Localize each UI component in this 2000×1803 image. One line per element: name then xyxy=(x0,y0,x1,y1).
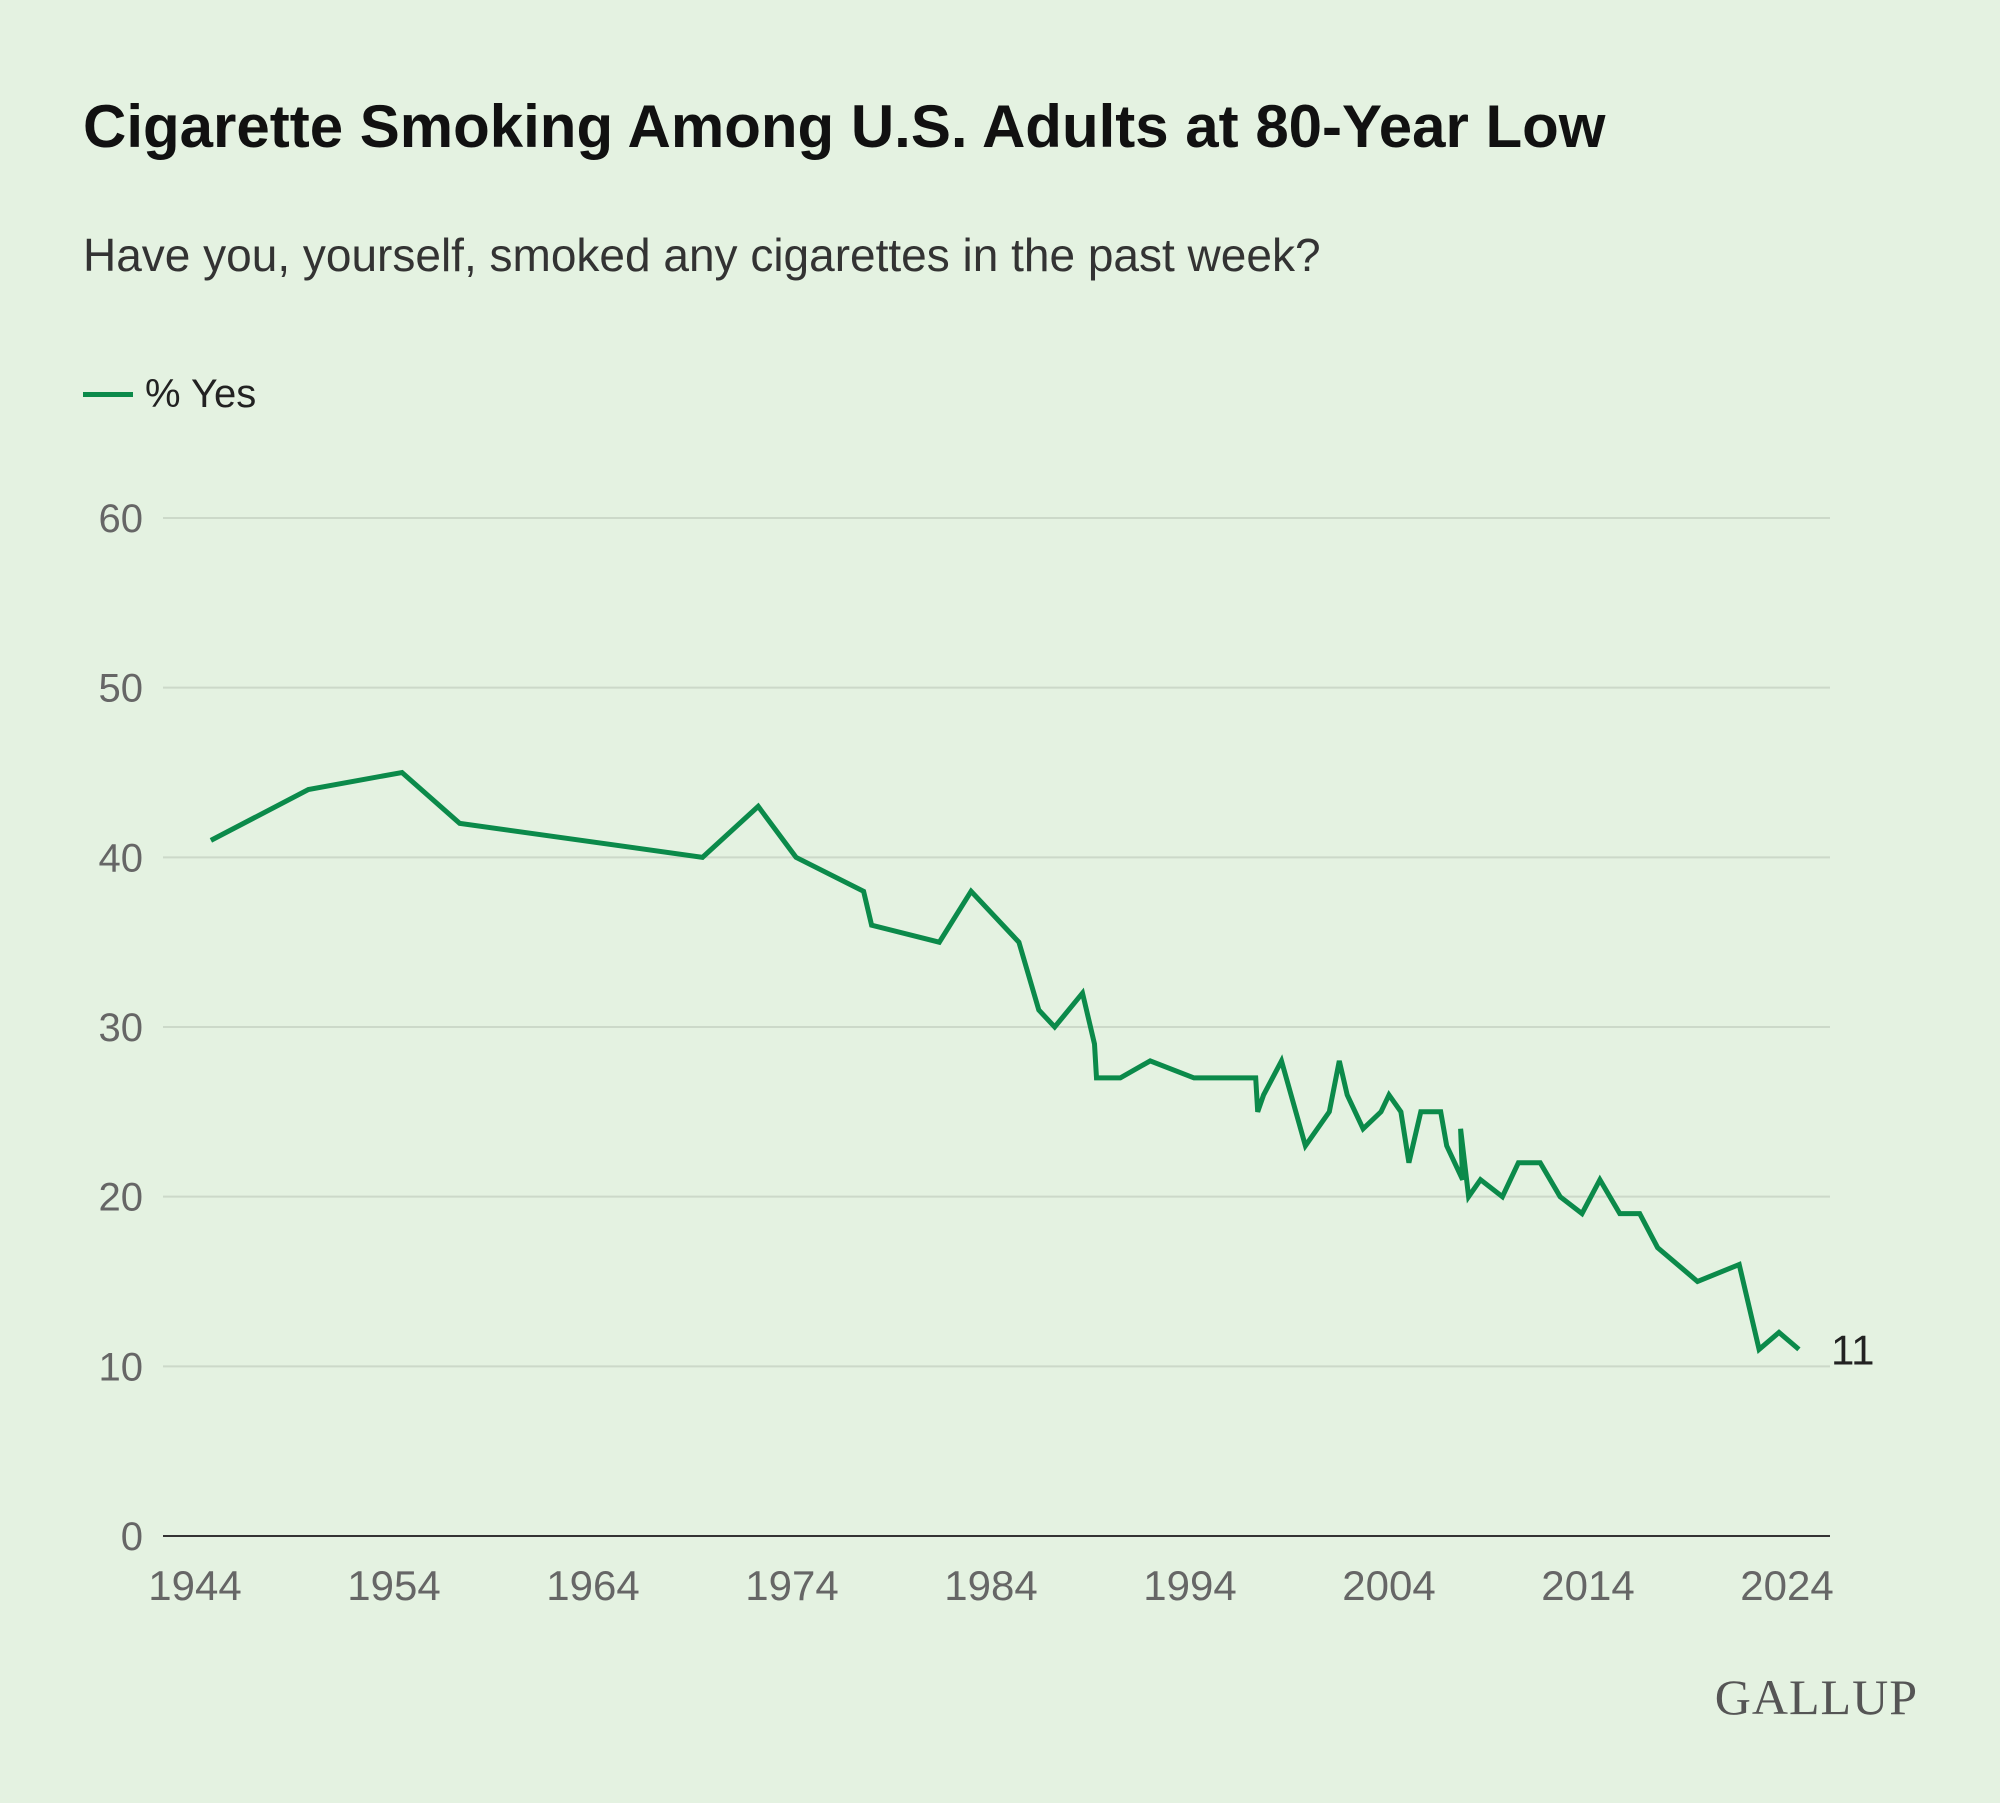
chart-subtitle: Have you, yourself, smoked any cigarette… xyxy=(83,229,1321,281)
x-tick-label: 1974 xyxy=(745,1562,838,1609)
end-value-label: 11 xyxy=(1831,1326,1875,1373)
legend-swatch xyxy=(83,392,133,397)
gallup-logo: GALLUP xyxy=(1714,1669,1918,1725)
series-line-yes xyxy=(209,769,1801,1354)
y-tick-label: 60 xyxy=(99,497,144,541)
x-tick-label: 1944 xyxy=(148,1562,241,1609)
legend: % Yes xyxy=(83,372,256,417)
x-tick-label: 2024 xyxy=(1740,1562,1833,1609)
y-tick-label: 0 xyxy=(121,1515,143,1559)
x-tick-label: 1994 xyxy=(1143,1562,1236,1609)
chart-title: Cigarette Smoking Among U.S. Adults at 8… xyxy=(83,93,1606,160)
x-tick-label: 2004 xyxy=(1342,1562,1435,1609)
y-tick-label: 10 xyxy=(99,1345,144,1389)
y-tick-label: 40 xyxy=(99,836,144,880)
y-tick-label: 20 xyxy=(99,1176,144,1220)
x-tick-label: 1984 xyxy=(944,1562,1037,1609)
legend-label: % Yes xyxy=(145,372,257,416)
y-tick-label: 30 xyxy=(99,1006,144,1050)
y-tick-label: 50 xyxy=(99,667,144,711)
x-tick-label: 1964 xyxy=(546,1562,639,1609)
x-tick-label: 1954 xyxy=(347,1562,440,1609)
x-tick-label: 2014 xyxy=(1541,1562,1634,1609)
